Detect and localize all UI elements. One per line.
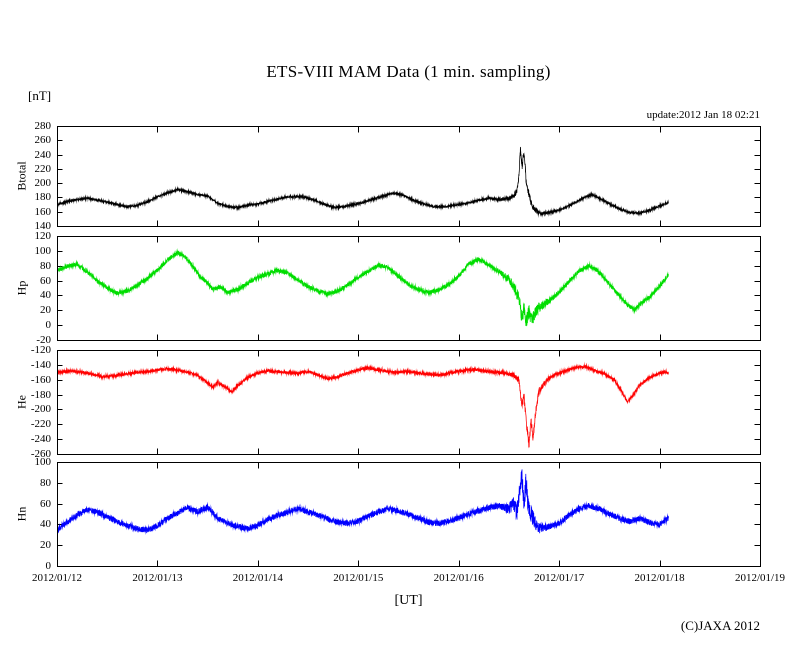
x-tick-label: 2012/01/13 xyxy=(132,572,183,584)
chart-title: ETS-VIII MAM Data (1 min. sampling) xyxy=(266,62,551,81)
y-tick-label: 160 xyxy=(34,205,52,218)
y-tick-label: 100 xyxy=(34,456,52,468)
y-tick-label: -20 xyxy=(36,334,51,346)
y-tick-label: 80 xyxy=(40,476,51,489)
y-tick-label: 100 xyxy=(34,244,52,257)
y-tick-label: 0 xyxy=(45,560,52,572)
x-tick-label: 2012/01/14 xyxy=(232,572,283,584)
y-tick-label: -260 xyxy=(30,448,51,460)
x-tick-label: 2012/01/17 xyxy=(534,572,585,584)
y-tick-label: 0 xyxy=(45,319,52,332)
y-tick-label: 180 xyxy=(34,191,52,204)
x-tick-label: 2012/01/16 xyxy=(433,572,484,584)
y-tick-label: -120 xyxy=(30,344,51,356)
y-tick-label: -180 xyxy=(30,388,51,401)
unit-label: [nT] xyxy=(28,88,52,103)
x-tick-label: 2012/01/18 xyxy=(634,572,685,584)
y-tick-label: 60 xyxy=(40,274,51,287)
y-tick-label: -200 xyxy=(30,403,51,416)
y-tick-label: 120 xyxy=(34,230,52,242)
y-tick-label: 20 xyxy=(40,539,51,552)
y-tick-label: 200 xyxy=(34,177,52,190)
y-tick-label: 260 xyxy=(34,134,52,147)
y-tick-label: 20 xyxy=(40,304,51,317)
y-tick-label: 80 xyxy=(40,259,51,272)
y-tick-label: 140 xyxy=(34,220,52,232)
copyright: (C)JAXA 2012 xyxy=(680,618,760,633)
y-tick-label: 220 xyxy=(34,162,52,175)
update-timestamp: update:2012 Jan 18 02:21 xyxy=(646,109,760,121)
y-tick-label: 40 xyxy=(40,289,51,302)
y-tick-label: 280 xyxy=(34,120,52,132)
y-tick-label: -140 xyxy=(30,358,51,371)
x-axis-label: [UT] xyxy=(394,593,423,608)
x-tick-label: 2012/01/15 xyxy=(333,572,384,584)
x-tick-label: 2012/01/12 xyxy=(31,572,83,584)
y-tick-label: -240 xyxy=(30,433,51,446)
x-tick-label: 2012/01/19 xyxy=(734,572,786,584)
y-tick-label: 240 xyxy=(34,148,52,161)
y-tick-label: -160 xyxy=(30,373,51,386)
y-tick-label: 60 xyxy=(40,497,51,510)
y-tick-label: 40 xyxy=(40,518,51,531)
y-tick-label: -220 xyxy=(30,418,51,431)
